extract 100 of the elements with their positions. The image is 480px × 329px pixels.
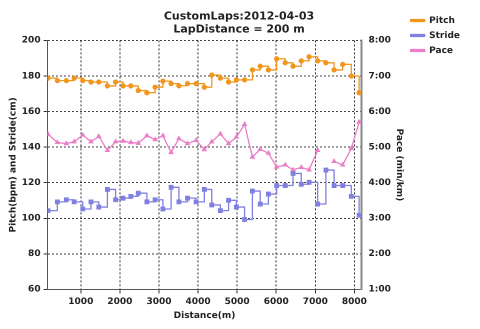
point <box>185 196 190 201</box>
point <box>250 67 256 73</box>
point <box>315 148 320 152</box>
point <box>136 140 141 145</box>
point <box>266 67 272 73</box>
point <box>348 146 354 150</box>
point <box>120 196 126 201</box>
point <box>356 120 362 124</box>
point <box>64 197 69 202</box>
legend-label: Pitch <box>429 16 455 26</box>
point <box>282 162 288 167</box>
point <box>323 168 328 172</box>
point <box>242 77 248 83</box>
point <box>209 202 214 208</box>
point <box>202 84 207 90</box>
point <box>168 150 174 154</box>
legend-label: Stride <box>429 30 460 41</box>
point <box>120 138 126 143</box>
y2-tick-label: 4:00 <box>368 178 391 188</box>
point <box>88 199 94 204</box>
point <box>176 83 182 88</box>
x-tick-label: 1000 <box>68 297 94 308</box>
point <box>306 167 312 172</box>
point <box>128 83 134 89</box>
point <box>88 139 94 144</box>
point <box>258 202 263 206</box>
legend-label: Pace <box>429 46 454 56</box>
point <box>298 58 304 64</box>
point <box>274 56 280 62</box>
point <box>136 88 141 94</box>
chart-title: CustomLaps:2012-04-03 <box>164 9 314 22</box>
y2-tick-label: 6:00 <box>368 106 391 117</box>
point <box>104 83 110 89</box>
point <box>209 139 214 144</box>
point <box>226 198 231 203</box>
x-tick-label: 7000 <box>302 297 328 308</box>
y2-tick-label: 5:00 <box>368 142 391 152</box>
point <box>274 183 280 188</box>
point <box>72 75 77 81</box>
point <box>290 167 296 172</box>
point <box>176 199 182 204</box>
point <box>282 183 288 188</box>
point <box>348 73 354 79</box>
point <box>202 146 207 152</box>
y-axis-title: Pitch(bpm) and Stride(cm) <box>8 97 19 232</box>
point <box>184 80 190 86</box>
point <box>54 199 60 204</box>
y2-tick-label: 1:00 <box>368 284 391 295</box>
point <box>160 206 166 212</box>
point <box>168 80 174 86</box>
y-tick-label: 100 <box>22 214 41 224</box>
point <box>54 140 60 144</box>
point <box>290 171 296 176</box>
point <box>128 140 134 144</box>
point <box>64 140 69 146</box>
point <box>218 75 224 81</box>
point <box>266 192 271 196</box>
point <box>315 202 320 206</box>
point <box>144 90 150 96</box>
point <box>323 60 329 66</box>
point <box>218 131 223 136</box>
point <box>112 79 118 85</box>
y2-tick-label: 2:00 <box>368 249 391 260</box>
point <box>306 54 312 60</box>
point <box>64 78 69 84</box>
point <box>105 148 110 152</box>
point <box>266 150 271 155</box>
point <box>160 78 166 84</box>
point <box>258 64 263 69</box>
point <box>274 164 280 169</box>
y-tick-label: 80 <box>28 249 41 260</box>
point <box>72 139 77 144</box>
point <box>144 199 150 204</box>
point <box>250 154 255 159</box>
y2-tick-label: 7:00 <box>368 71 391 82</box>
x-tick-label: 6000 <box>264 297 289 308</box>
point <box>340 62 346 68</box>
x-tick-label: 2000 <box>107 297 132 308</box>
point <box>128 194 134 199</box>
point <box>218 208 223 214</box>
chart-subtitle: LapDistance = 200 m <box>173 22 305 36</box>
point <box>282 60 288 66</box>
y-tick-label: 200 <box>22 36 41 46</box>
point <box>340 162 346 167</box>
point <box>258 146 263 151</box>
point <box>80 132 86 137</box>
point <box>113 139 118 144</box>
point <box>160 133 166 138</box>
point <box>356 212 362 218</box>
x-tick-label: 5000 <box>224 297 250 308</box>
point <box>80 78 86 84</box>
point <box>193 80 199 86</box>
point <box>152 136 158 142</box>
point <box>234 77 240 83</box>
point <box>234 204 239 210</box>
point <box>209 72 214 78</box>
point <box>226 79 232 85</box>
point <box>298 164 304 170</box>
y-tick-label: 140 <box>22 142 41 152</box>
y-tick-label: 160 <box>22 106 41 117</box>
